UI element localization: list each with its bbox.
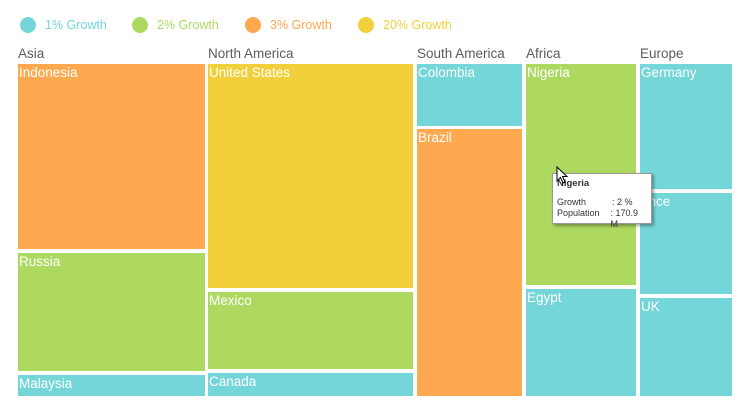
legend-swatch-icon xyxy=(245,17,261,33)
tooltip-value: : 2 % xyxy=(612,197,633,207)
legend-label: 20% Growth xyxy=(383,18,452,32)
legend-item-growth-3[interactable]: 3% Growth xyxy=(245,16,332,34)
legend: 1% Growth 2% Growth 3% Growth 20% Growth xyxy=(0,0,743,48)
tooltip-value: : 170.9 M xyxy=(610,208,639,229)
tile-label: UK xyxy=(641,299,660,314)
tile-egypt[interactable]: Egypt xyxy=(526,289,636,396)
legend-swatch-icon xyxy=(132,17,148,33)
legend-item-growth-20[interactable]: 20% Growth xyxy=(358,16,452,34)
mouse-cursor-icon xyxy=(556,166,568,184)
legend-label: 2% Growth xyxy=(157,18,219,32)
tile-label: Mexico xyxy=(209,293,252,308)
tile-label: Russia xyxy=(19,254,61,269)
tile-label: Indonesia xyxy=(19,65,78,80)
legend-swatch-icon xyxy=(358,17,374,33)
tooltip-key: Growth xyxy=(557,197,587,207)
tile-germany[interactable]: Germany xyxy=(640,64,732,189)
group-label-africa: Africa xyxy=(526,46,561,61)
legend-swatch-icon xyxy=(20,17,36,33)
tile-label: United States xyxy=(209,65,291,80)
group-label-south-america: South America xyxy=(417,46,505,61)
tile-label: Malaysia xyxy=(19,376,73,391)
legend-label: 3% Growth xyxy=(270,18,332,32)
tile-brazil[interactable]: Brazil xyxy=(417,129,522,396)
group-label-asia: Asia xyxy=(18,46,45,61)
tile-label: Nigeria xyxy=(527,65,570,80)
tile-label: Colombia xyxy=(418,65,476,80)
tile-label: Brazil xyxy=(418,130,452,145)
tile-label: Egypt xyxy=(527,290,562,305)
tile-colombia[interactable]: Colombia xyxy=(417,64,522,126)
tooltip-title: Nigeria xyxy=(557,178,590,189)
group-label-europe: Europe xyxy=(640,46,684,61)
tile-malaysia[interactable]: Malaysia xyxy=(18,375,205,396)
tile-united-states[interactable]: United States xyxy=(208,64,413,288)
tile-france[interactable]: ance xyxy=(640,193,732,294)
tooltip-key: Population xyxy=(557,208,600,218)
legend-item-growth-1[interactable]: 1% Growth xyxy=(20,16,107,34)
tooltip-row: Growth : 2 % xyxy=(557,197,647,208)
group-label-north-america: North America xyxy=(208,46,294,61)
tile-russia[interactable]: Russia xyxy=(18,253,205,371)
tile-mexico[interactable]: Mexico xyxy=(208,292,413,369)
tooltip: Nigeria Growth : 2 % Population : 170.9 … xyxy=(552,173,652,229)
tile-canada[interactable]: Canada xyxy=(208,373,413,396)
legend-item-growth-2[interactable]: 2% Growth xyxy=(132,16,219,34)
legend-label: 1% Growth xyxy=(45,18,107,32)
tile-label: Germany xyxy=(641,65,697,80)
tooltip-row: Population : 170.9 M xyxy=(557,208,647,230)
tile-uk[interactable]: UK xyxy=(640,298,732,396)
tile-indonesia[interactable]: Indonesia xyxy=(18,64,205,249)
tile-label: Canada xyxy=(209,374,257,389)
